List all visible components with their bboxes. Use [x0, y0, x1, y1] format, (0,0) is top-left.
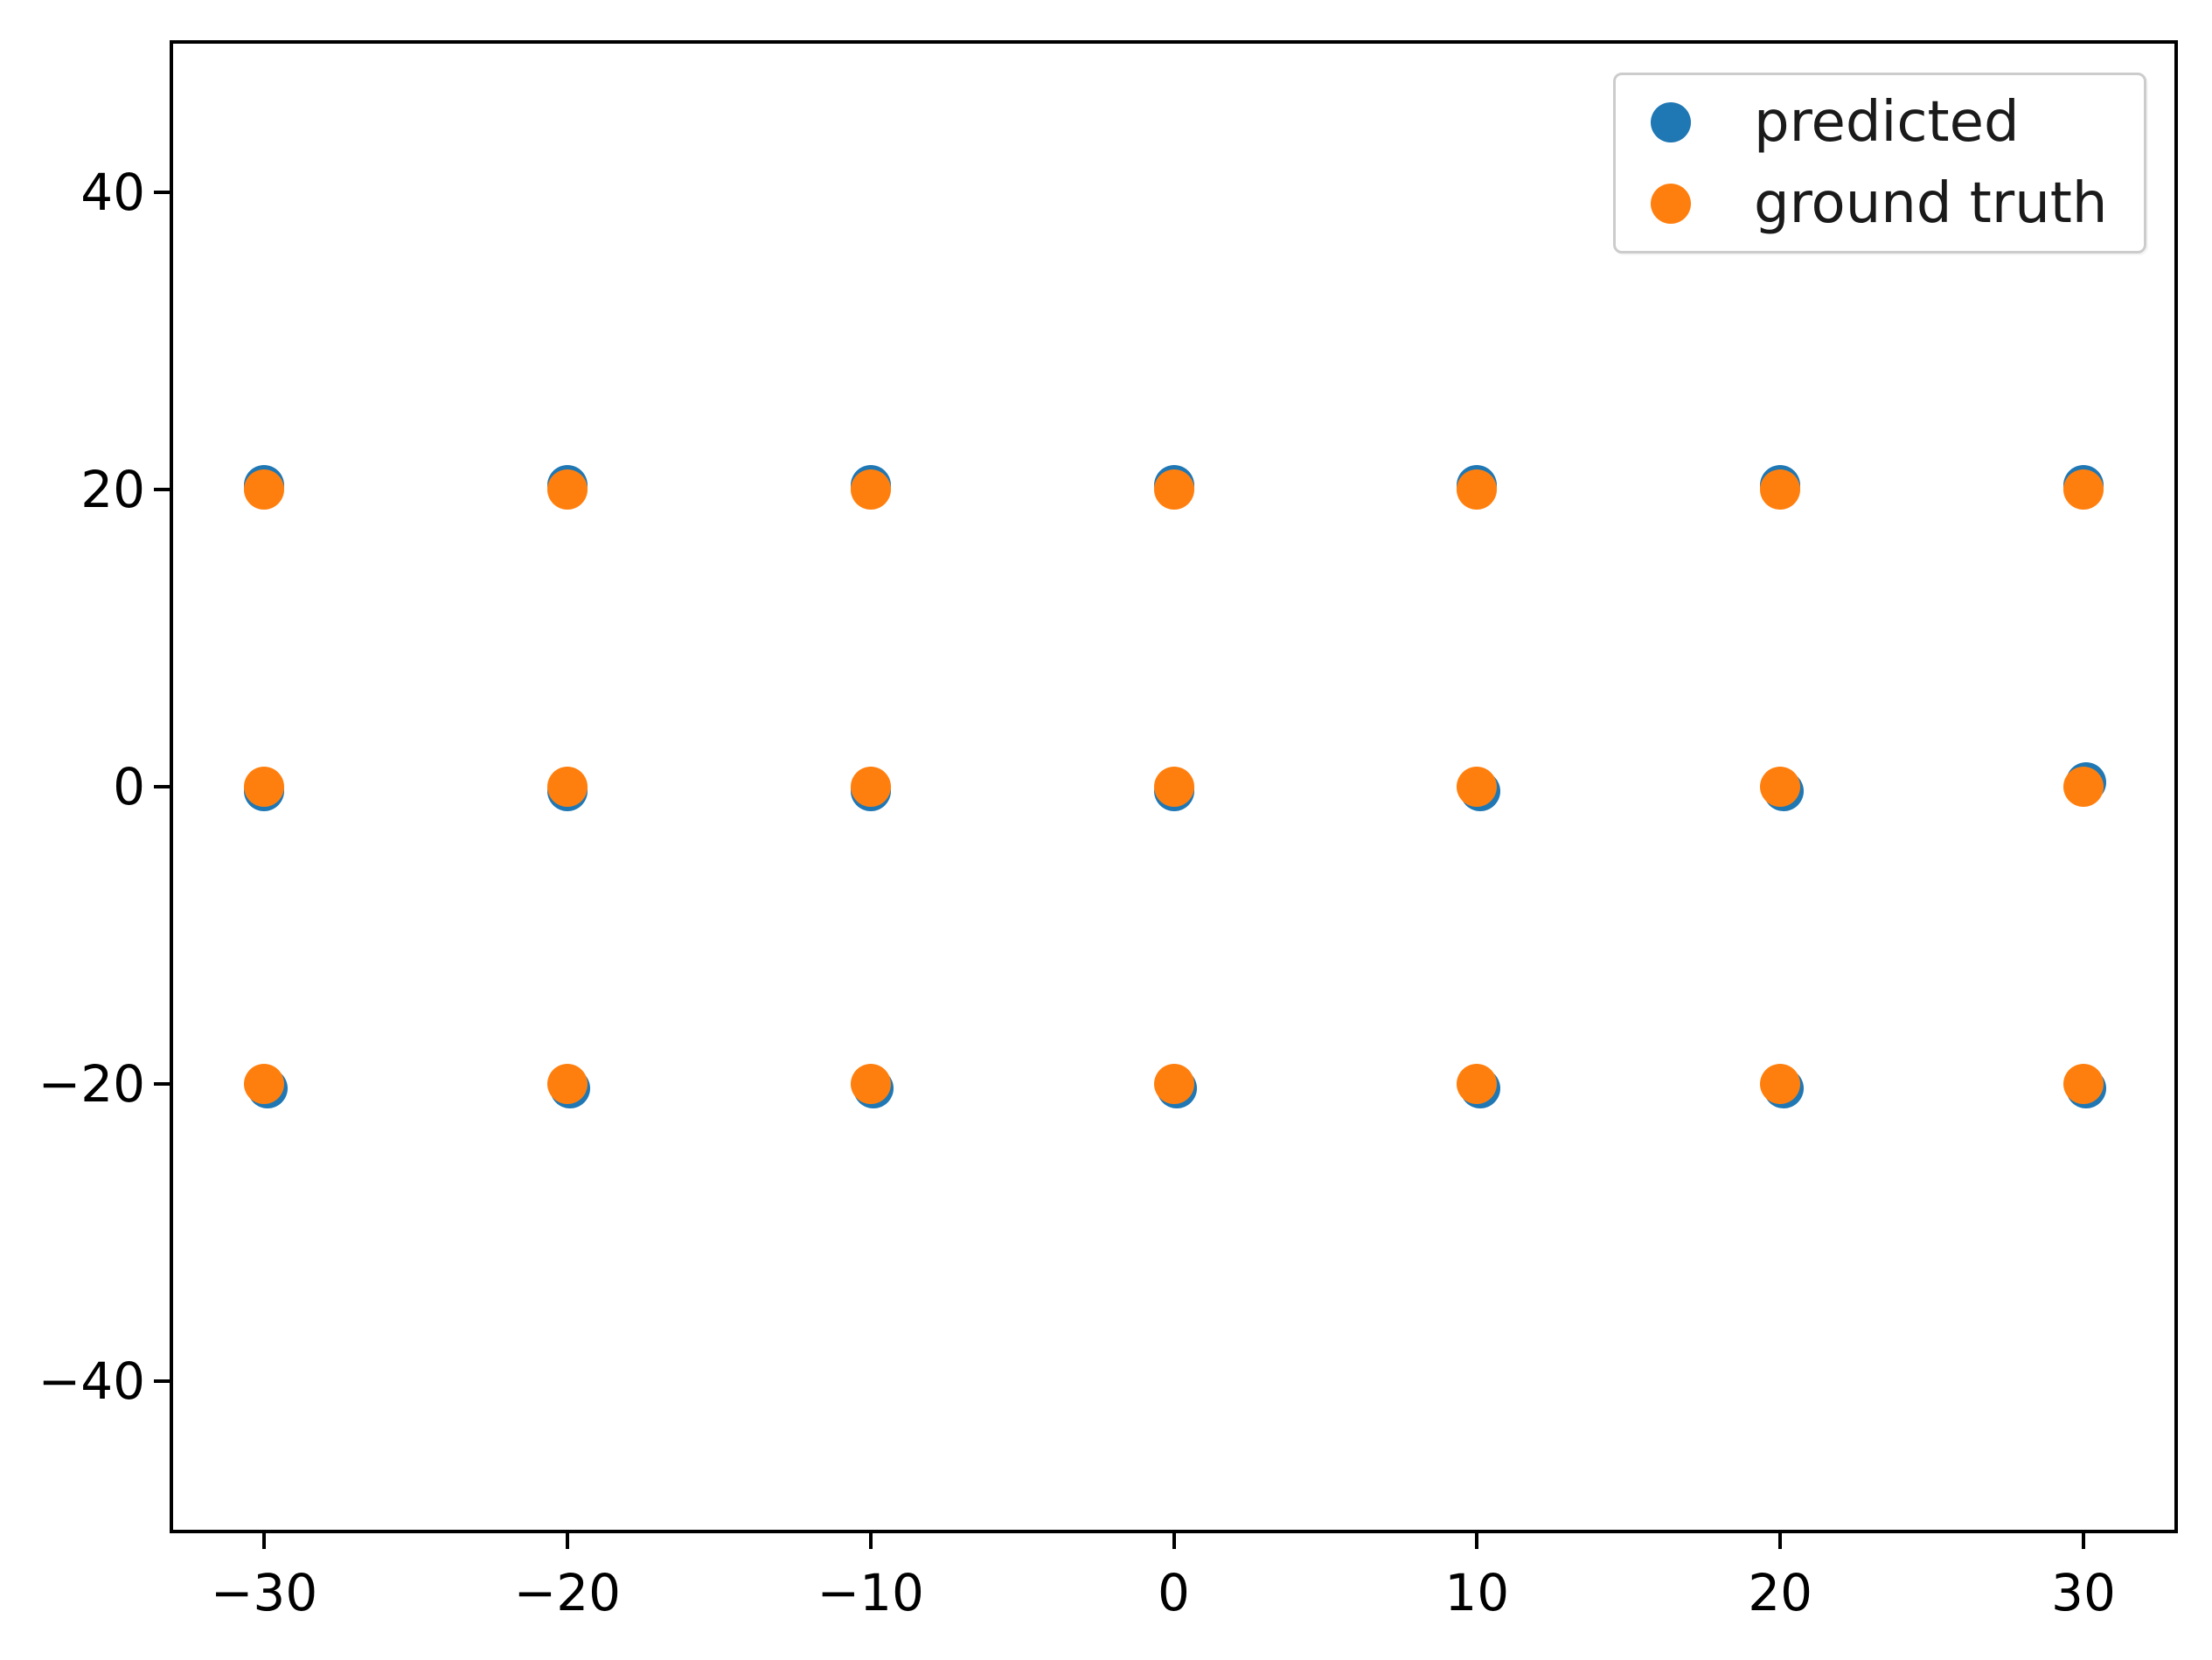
ground-truth-point [1153, 469, 1194, 510]
y-tick [154, 488, 170, 491]
x-tick [262, 1533, 267, 1549]
ground-truth-point [546, 1064, 588, 1104]
ground-truth-point [1457, 767, 1498, 807]
x-tick-label: −20 [513, 1563, 622, 1622]
ground-truth-point [546, 469, 588, 510]
ground-truth-marker-icon [1651, 183, 1691, 224]
legend: predicted ground truth [1613, 73, 2146, 254]
y-tick [154, 1379, 170, 1383]
ground-truth-point [2062, 1064, 2104, 1104]
legend-label-ground-truth: ground truth [1754, 170, 2108, 236]
x-tick [1172, 1533, 1176, 1549]
y-tick-label: −20 [38, 1054, 145, 1114]
x-tick-label: −10 [817, 1563, 924, 1622]
ground-truth-point [244, 1064, 285, 1104]
ground-truth-point [1760, 1064, 1801, 1104]
ground-truth-point [244, 469, 285, 510]
x-tick [868, 1533, 873, 1549]
x-tick [565, 1533, 569, 1549]
x-tick-label: 10 [1444, 1563, 1510, 1622]
ground-truth-point [850, 767, 891, 807]
ground-truth-point [850, 469, 891, 510]
x-tick [2081, 1533, 2085, 1549]
ground-truth-point [1760, 767, 1801, 807]
ground-truth-point [1153, 767, 1194, 807]
y-tick [154, 785, 170, 788]
y-tick-label: 20 [80, 460, 145, 519]
y-tick [154, 1082, 170, 1086]
y-tick-label: 0 [113, 757, 145, 816]
ground-truth-point [2062, 767, 2104, 807]
x-tick-label: 20 [1748, 1563, 1813, 1622]
ground-truth-point [1457, 469, 1498, 510]
legend-item-ground-truth: ground truth [1651, 172, 2144, 235]
ground-truth-point [1457, 1064, 1498, 1104]
x-tick [1475, 1533, 1479, 1549]
ground-truth-point [1153, 1064, 1194, 1104]
ground-truth-point [2062, 469, 2104, 510]
legend-item-predicted: predicted [1651, 91, 2144, 154]
ground-truth-point [850, 1064, 891, 1104]
legend-label-predicted: predicted [1754, 90, 2020, 156]
y-tick-label: −40 [38, 1351, 145, 1411]
x-tick-label: 30 [2051, 1563, 2116, 1622]
ground-truth-point [244, 767, 285, 807]
x-tick-label: −30 [210, 1563, 318, 1622]
ground-truth-point [546, 767, 588, 807]
y-tick-label: 40 [80, 163, 145, 222]
y-tick [154, 191, 170, 194]
ground-truth-point [1760, 469, 1801, 510]
predicted-marker-icon [1651, 102, 1691, 143]
x-tick-label: 0 [1158, 1563, 1190, 1622]
x-tick [1778, 1533, 1783, 1549]
